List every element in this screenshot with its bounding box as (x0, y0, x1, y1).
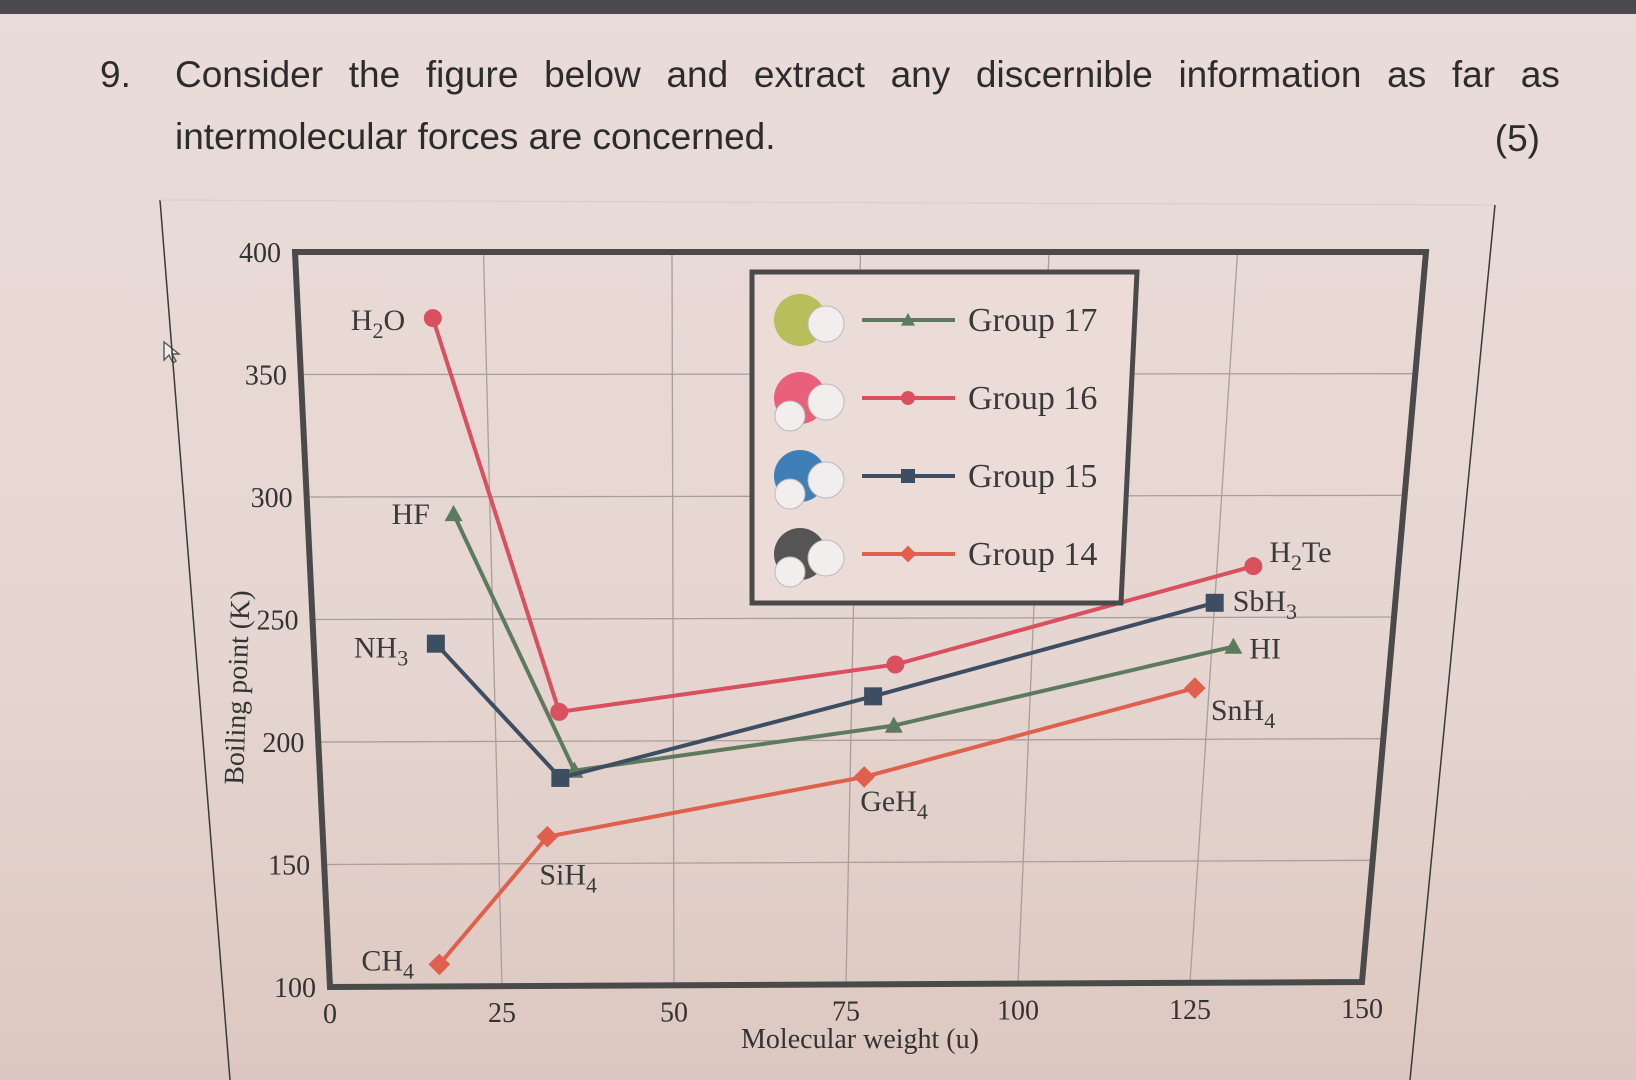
hydrogen-halide-model-icon (774, 294, 845, 346)
triangle-marker (901, 313, 915, 326)
y-tick-label: 200 (262, 728, 304, 759)
series-group-15 (426, 593, 1224, 787)
ammonia-model-icon (774, 450, 845, 510)
x-tick-label: 25 (488, 998, 516, 1029)
y-tick-label: 150 (268, 851, 310, 882)
x-tick-label: 150 (1341, 994, 1383, 1025)
question-line-1: Consider the figure below and extract any disce… (175, 44, 1560, 106)
diamond-marker (536, 825, 559, 848)
square-marker (426, 634, 445, 653)
square-marker (551, 768, 570, 787)
y-tick-label: 400 (239, 238, 281, 269)
triangle-marker (884, 716, 903, 733)
square-marker (1205, 593, 1224, 612)
circle-marker (901, 391, 915, 405)
data-series (423, 309, 1263, 976)
y-tick-label: 100 (274, 973, 316, 1004)
question-word: and (666, 54, 729, 95)
y-tick-label: 350 (245, 361, 287, 392)
series-line (430, 317, 1254, 715)
question-word: as (1520, 54, 1560, 95)
point-label-hf: HF (392, 498, 430, 531)
point-label-sih4: SiH4 (539, 859, 597, 898)
series-line (451, 513, 1234, 773)
diamond-marker (428, 953, 451, 976)
question-word: information (1178, 54, 1362, 95)
question-word: any (890, 54, 951, 95)
legend-label: Group 16 (968, 380, 1097, 417)
x-tick-label: 125 (1169, 995, 1211, 1026)
circle-marker (550, 702, 569, 721)
question-word: extract (753, 54, 865, 95)
point-annotations: HF HI H2O H2Te NH3 SbH3 CH4 SiH4 GeH4 SnH4 (351, 304, 1332, 983)
question-word: figure (425, 54, 519, 95)
x-tick-label: 50 (660, 997, 688, 1028)
question-line-2: intermolecular forces are concerned. (175, 116, 776, 157)
legend: Group 17 Group 16 Group 15 Group 14 (749, 269, 1140, 606)
x-tick-label: 100 (997, 996, 1039, 1027)
circle-marker (886, 655, 905, 674)
point-label-ch4: CH4 (361, 944, 414, 983)
legend-label: Group 15 (968, 458, 1097, 495)
diamond-marker (1184, 677, 1206, 699)
legend-label: Group 17 (968, 302, 1097, 339)
water-model-icon (774, 372, 845, 432)
gridline-x (671, 251, 675, 986)
x-tick-label: 75 (832, 997, 860, 1028)
figure-frame (159, 199, 231, 1080)
question-word: the (348, 54, 401, 95)
y-axis-label: Boiling point (K) (219, 590, 257, 785)
gridline-x (482, 251, 503, 987)
y-tick-label: 250 (257, 606, 299, 637)
legend-label: Group 14 (968, 536, 1097, 573)
point-label-snh4: SnH4 (1211, 694, 1275, 733)
square-marker (864, 687, 883, 706)
triangle-marker (444, 504, 463, 522)
series-group-16 (423, 309, 1263, 721)
y-tick-label: 300 (251, 483, 293, 514)
x-axis-label: Molecular weight (u) (741, 1024, 979, 1055)
x-tick-label: 0 (323, 999, 337, 1030)
triangle-marker (1224, 637, 1243, 654)
plot-area-border (291, 249, 1430, 991)
series-line (437, 686, 1196, 966)
point-label-h2te: H2Te (1269, 536, 1331, 575)
monitor-bezel (0, 0, 1636, 14)
question-number: 9. (100, 54, 131, 95)
square-marker (901, 469, 915, 483)
circle-marker (1244, 557, 1263, 576)
series-group-14 (428, 677, 1206, 976)
question-word: below (544, 54, 641, 95)
point-label-geh4: GeH4 (860, 785, 928, 824)
gridline-x (1189, 251, 1239, 983)
question-marks: (5) (1494, 118, 1540, 159)
question-word: far (1451, 54, 1496, 95)
point-label-nh3: NH3 (354, 632, 408, 671)
methane-model-icon (774, 528, 845, 588)
circle-marker (423, 309, 442, 328)
point-label-h2o: H2O (351, 304, 405, 343)
question-word: Consider (175, 54, 324, 95)
point-label-sbh3: SbH3 (1233, 585, 1297, 624)
diamond-marker (899, 545, 917, 563)
axis-ticks: 100 150 200 250 300 350 400 0 25 50 75 100 125 150 (239, 238, 1383, 1030)
question-word: discernible (975, 54, 1153, 95)
point-label-hi: HI (1249, 633, 1281, 666)
diamond-marker (853, 766, 876, 788)
question-word: as (1387, 54, 1427, 95)
series-line (434, 600, 1216, 781)
